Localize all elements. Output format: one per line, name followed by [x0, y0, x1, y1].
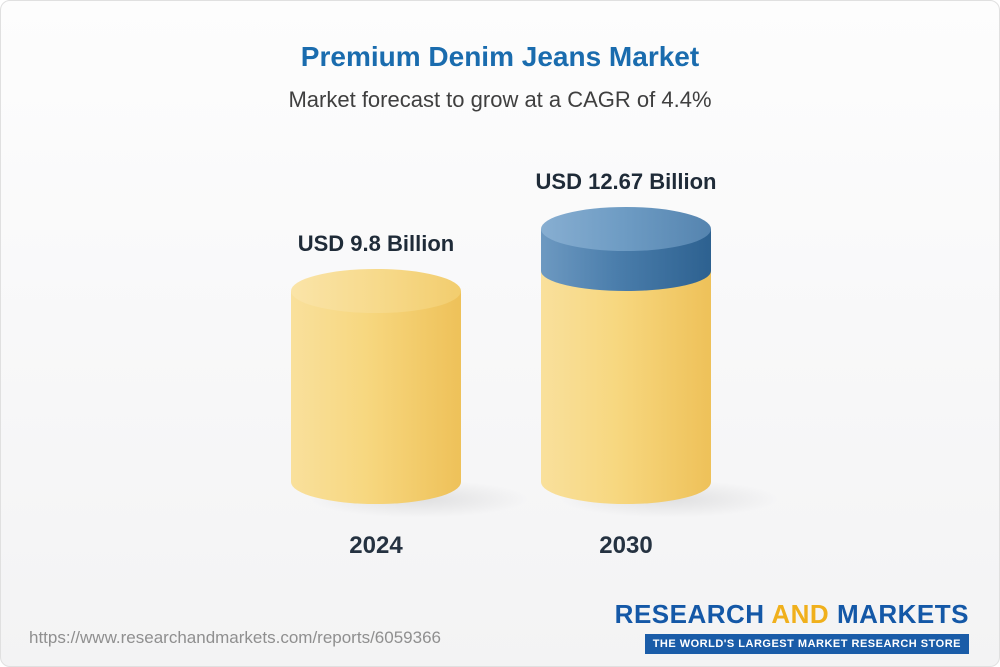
brand-tagline: THE WORLD'S LARGEST MARKET RESEARCH STOR…	[644, 634, 969, 654]
chart-title: Premium Denim Jeans Market	[300, 41, 700, 72]
brand-wordmark: RESEARCH AND MARKETS	[615, 599, 969, 630]
cylinder-top-ellipse	[541, 207, 711, 251]
value-label-2030: USD 12.67 Billion	[535, 169, 717, 194]
brand-logo: RESEARCH AND MARKETS THE WORLD'S LARGEST…	[615, 599, 969, 654]
report-url: https://www.researchandmarkets.com/repor…	[29, 628, 441, 647]
brand-word-research: RESEARCH	[614, 599, 765, 629]
cylinder-2024	[291, 269, 461, 504]
chart-subtitle: Market forecast to grow at a CAGR of 4.4…	[288, 87, 712, 112]
cylinder-2030	[541, 207, 711, 504]
brand-word-markets: MARKETS	[836, 599, 969, 629]
category-label-2030: 2030	[599, 532, 653, 559]
cylinder-body	[291, 291, 461, 504]
value-label-2024: USD 9.8 Billion	[297, 231, 455, 256]
cylinder-top-ellipse	[291, 269, 461, 313]
brand-word-and: AND	[771, 599, 830, 629]
category-label-2024: 2024	[349, 532, 403, 559]
